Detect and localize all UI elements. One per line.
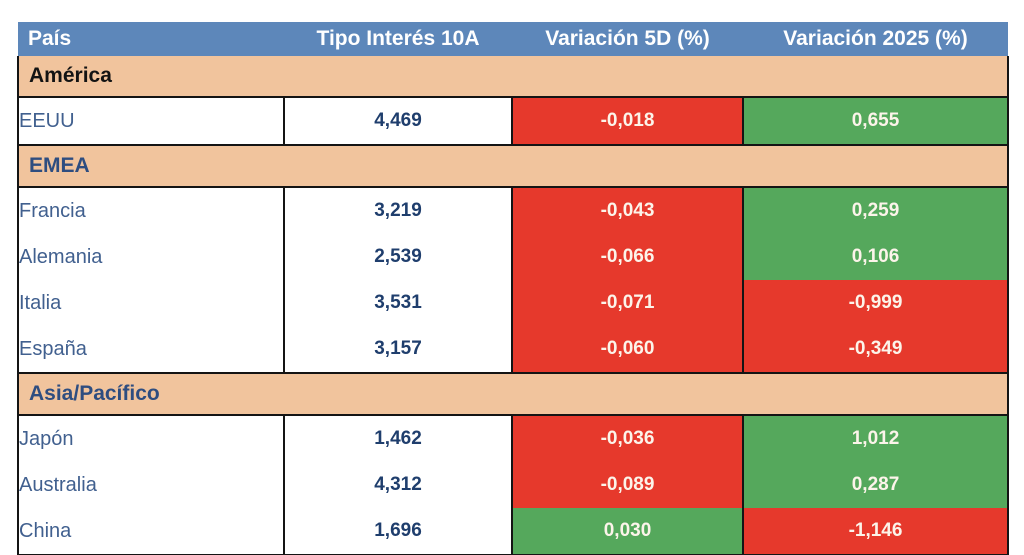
rate-value: 1,696 xyxy=(283,508,513,555)
country-name: Japón xyxy=(17,415,285,462)
country-name: Francia xyxy=(17,187,285,234)
variation-2025-cell: 0,106 xyxy=(742,234,1009,280)
country-name: Alemania xyxy=(17,234,285,280)
variation-5d-cell: -0,066 xyxy=(511,234,744,280)
country-name: España xyxy=(17,326,285,373)
rate-value: 4,469 xyxy=(283,97,513,145)
variation-2025-cell: 0,655 xyxy=(742,97,1009,145)
region-row: América xyxy=(17,56,1009,98)
variation-5d-cell: -0,043 xyxy=(511,187,744,234)
region-label: Asia/Pacífico xyxy=(17,372,1009,416)
variation-5d-cell: -0,089 xyxy=(511,462,744,508)
column-header-variacion-2025: Variación 2025 (%) xyxy=(743,22,1008,56)
rate-value: 2,539 xyxy=(283,234,513,280)
region-label: América xyxy=(17,56,1009,98)
region-row: Asia/Pacífico xyxy=(17,372,1009,416)
country-row: Japón 1,462 -0,036 1,012 xyxy=(17,415,1009,462)
rate-value: 3,157 xyxy=(283,326,513,373)
column-header-variacion-5d: Variación 5D (%) xyxy=(512,22,743,56)
variation-5d-cell: 0,030 xyxy=(511,508,744,555)
region-row: EMEA xyxy=(17,144,1009,188)
country-name: EEUU xyxy=(17,97,285,145)
column-header-tipo-interes: Tipo Interés 10A xyxy=(284,22,512,56)
variation-5d-cell: -0,060 xyxy=(511,326,744,373)
table-body: América EEUU 4,469 -0,018 0,655 EMEA Francia 3,… xyxy=(17,56,1009,555)
variation-5d-cell: -0,018 xyxy=(511,97,744,145)
country-row: España 3,157 -0,060 -0,349 xyxy=(17,326,1009,373)
country-name: China xyxy=(17,508,285,555)
variation-5d-cell: -0,071 xyxy=(511,280,744,326)
country-name: Australia xyxy=(17,462,285,508)
variation-2025-cell: 0,287 xyxy=(742,462,1009,508)
variation-2025-cell: 0,259 xyxy=(742,187,1009,234)
variation-2025-cell: -0,349 xyxy=(742,326,1009,373)
region-label: EMEA xyxy=(17,144,1009,188)
header-row: País Tipo Interés 10A Variación 5D (%) V… xyxy=(18,22,1008,56)
variation-2025-cell: -1,146 xyxy=(742,508,1009,555)
country-row: China 1,696 0,030 -1,146 xyxy=(17,508,1009,555)
country-row: Alemania 2,539 -0,066 0,106 xyxy=(17,234,1009,280)
variation-2025-cell: -0,999 xyxy=(742,280,1009,326)
variation-5d-cell: -0,036 xyxy=(511,415,744,462)
rate-value: 3,531 xyxy=(283,280,513,326)
variation-2025-cell: 1,012 xyxy=(742,415,1009,462)
country-row: Italia 3,531 -0,071 -0,999 xyxy=(17,280,1009,326)
interest-rates-table: País Tipo Interés 10A Variación 5D (%) V… xyxy=(17,22,1009,555)
country-name: Italia xyxy=(17,280,285,326)
country-row: Australia 4,312 -0,089 0,287 xyxy=(17,462,1009,508)
country-row: Francia 3,219 -0,043 0,259 xyxy=(17,187,1009,234)
rate-value: 3,219 xyxy=(283,187,513,234)
column-header-pais: País xyxy=(18,22,284,56)
rate-value: 1,462 xyxy=(283,415,513,462)
table-header: País Tipo Interés 10A Variación 5D (%) V… xyxy=(18,22,1008,56)
rate-value: 4,312 xyxy=(283,462,513,508)
country-row: EEUU 4,469 -0,018 0,655 xyxy=(17,97,1009,145)
